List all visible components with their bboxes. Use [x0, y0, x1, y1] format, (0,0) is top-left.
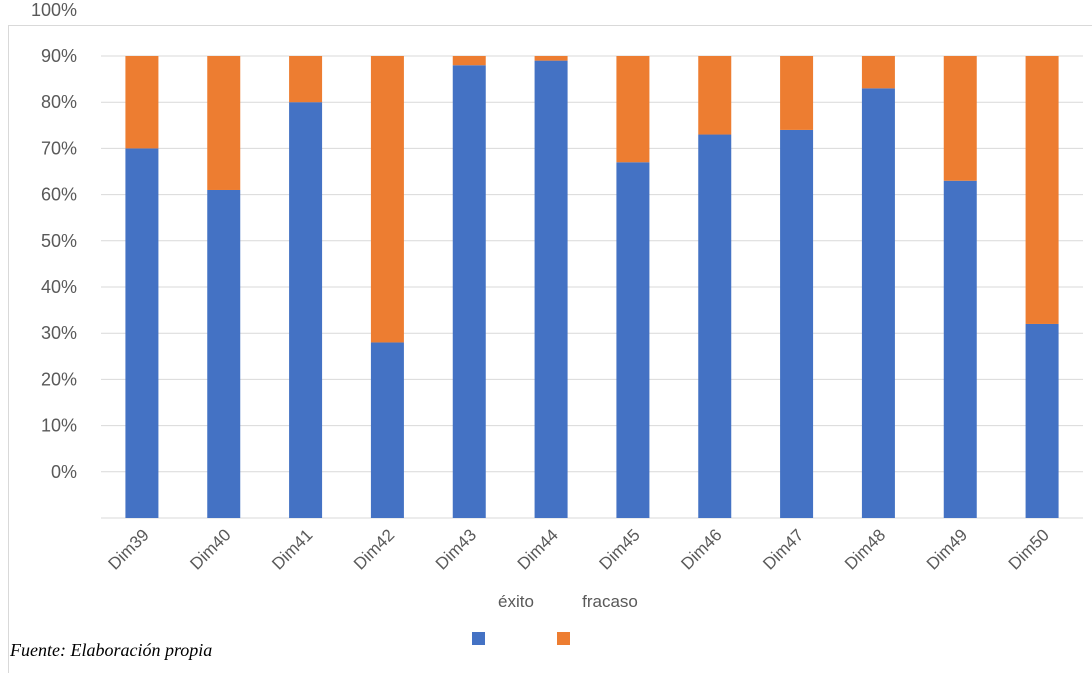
x-tick-label: Dim46	[677, 525, 725, 573]
y-tick-label: 10%	[41, 416, 77, 436]
y-axis-tick-labels: 0% 10% 20% 30% 40% 50% 60% 70% 80% 90% 100%	[31, 0, 77, 482]
y-tick-label: 90%	[41, 46, 77, 66]
bar-fracaso-dim44	[534, 56, 568, 61]
bar-fracaso-dim39	[125, 56, 159, 149]
y-tick-label: 70%	[41, 138, 77, 158]
x-tick-label: Dim50	[1005, 525, 1053, 573]
bar-exito-dim45	[616, 162, 650, 518]
bar-fracaso-dim48	[861, 56, 895, 89]
bar-exito-dim43	[452, 65, 486, 519]
y-tick-label: 0%	[51, 462, 77, 482]
y-tick-label: 80%	[41, 92, 77, 112]
y-tick-label: 100%	[31, 0, 77, 20]
bar-exito-dim48	[861, 88, 895, 518]
bar-exito-dim39	[125, 148, 159, 518]
bar-exito-dim42	[370, 342, 404, 518]
legend-label-fracaso: fracaso	[582, 592, 638, 611]
gridlines	[101, 55, 1083, 519]
source-note: Fuente: Elaboración propia	[10, 640, 213, 660]
bars	[125, 56, 1059, 519]
legend-swatch-fracaso	[557, 632, 570, 645]
bar-fracaso-dim41	[289, 56, 323, 103]
x-tick-label: Dim43	[432, 525, 480, 573]
y-tick-label: 20%	[41, 369, 77, 389]
chart-frame	[8, 25, 1092, 673]
y-tick-label: 50%	[41, 231, 77, 251]
y-tick-label: 60%	[41, 185, 77, 205]
bar-fracaso-dim49	[943, 56, 977, 181]
bar-fracaso-dim46	[698, 56, 732, 135]
legend-swatch-exito	[472, 632, 485, 645]
bar-exito-dim47	[780, 129, 814, 519]
x-tick-label: Dim45	[596, 525, 644, 573]
x-tick-label: Dim47	[759, 525, 807, 573]
x-tick-label: Dim48	[841, 525, 889, 573]
bar-fracaso-dim40	[207, 56, 241, 190]
x-axis-category-labels: Dim39 Dim40 Dim41 Dim42 Dim43 Dim44 Dim45 Dim46…	[105, 525, 1053, 573]
bar-exito-dim40	[207, 189, 241, 519]
bar-exito-dim50	[1025, 323, 1059, 518]
y-tick-label: 40%	[41, 277, 77, 297]
legend-label-exito: éxito	[498, 592, 534, 611]
bar-fracaso-dim50	[1025, 56, 1059, 324]
x-tick-label: Dim44	[514, 525, 562, 573]
x-tick-label: Dim41	[268, 525, 316, 573]
x-tick-label: Dim40	[186, 525, 234, 573]
bar-exito-dim49	[943, 180, 977, 519]
bar-fracaso-dim47	[780, 56, 814, 130]
bar-fracaso-dim42	[370, 56, 404, 343]
bar-fracaso-dim45	[616, 56, 650, 163]
bar-exito-dim41	[289, 102, 323, 518]
x-tick-label: Dim39	[105, 525, 153, 573]
bar-fracaso-dim43	[452, 56, 486, 66]
x-tick-label: Dim49	[923, 525, 971, 573]
y-tick-label: 30%	[41, 323, 77, 343]
x-tick-label: Dim42	[350, 525, 398, 573]
bar-exito-dim46	[698, 134, 732, 519]
bar-exito-dim44	[534, 60, 568, 519]
legend: éxito fracaso	[472, 592, 638, 645]
